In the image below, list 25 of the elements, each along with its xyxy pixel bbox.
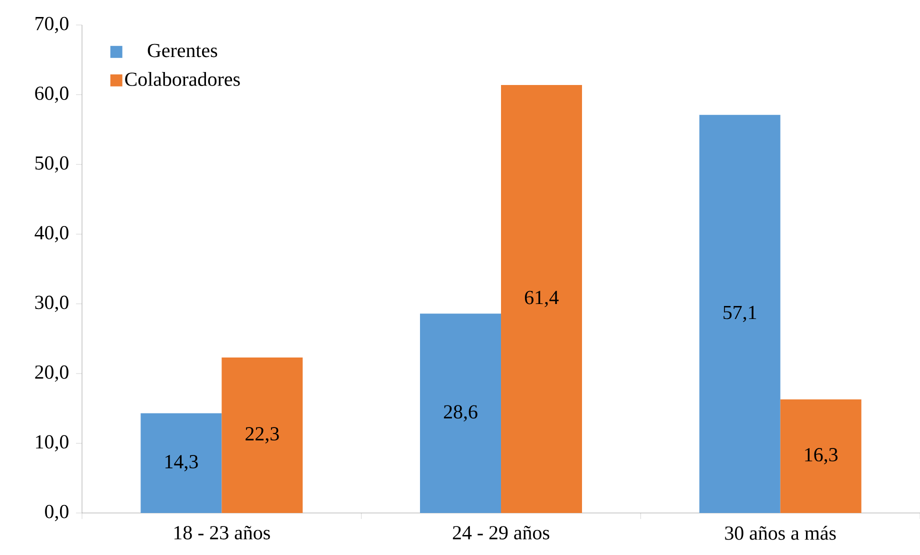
y-tick-label: 70,0 [36,16,68,34]
bar [140,413,222,513]
y-tick-label: 20,0 [35,365,68,382]
y-tick-label: 30,0 [35,296,68,312]
legend-label: Gerentes [148,44,218,58]
legend-label: Colaboradores [125,72,240,86]
data-label: 22,3 [246,427,279,444]
x-tick-label: 24 - 29 años [452,526,550,540]
bar [501,84,582,513]
data-label: 61,4 [524,290,559,308]
y-tick-label: 10,0 [36,435,68,452]
bar [780,399,862,513]
data-label: 16,3 [805,448,838,464]
bar [222,358,303,513]
y-tick-label: 50,0 [35,156,68,173]
y-tick-label: 0,0 [45,504,68,522]
data-label: 14,3 [165,455,198,472]
y-tick-label: 60,0 [35,86,68,103]
x-tick-label: 30 años a más [725,526,836,540]
bar [699,114,780,513]
x-tick-label: 18 - 23 años [174,526,270,540]
data-label: 57,1 [724,306,756,322]
data-label: 28,6 [444,405,478,422]
y-tick-label: 40,0 [34,226,68,242]
bar [420,314,502,513]
